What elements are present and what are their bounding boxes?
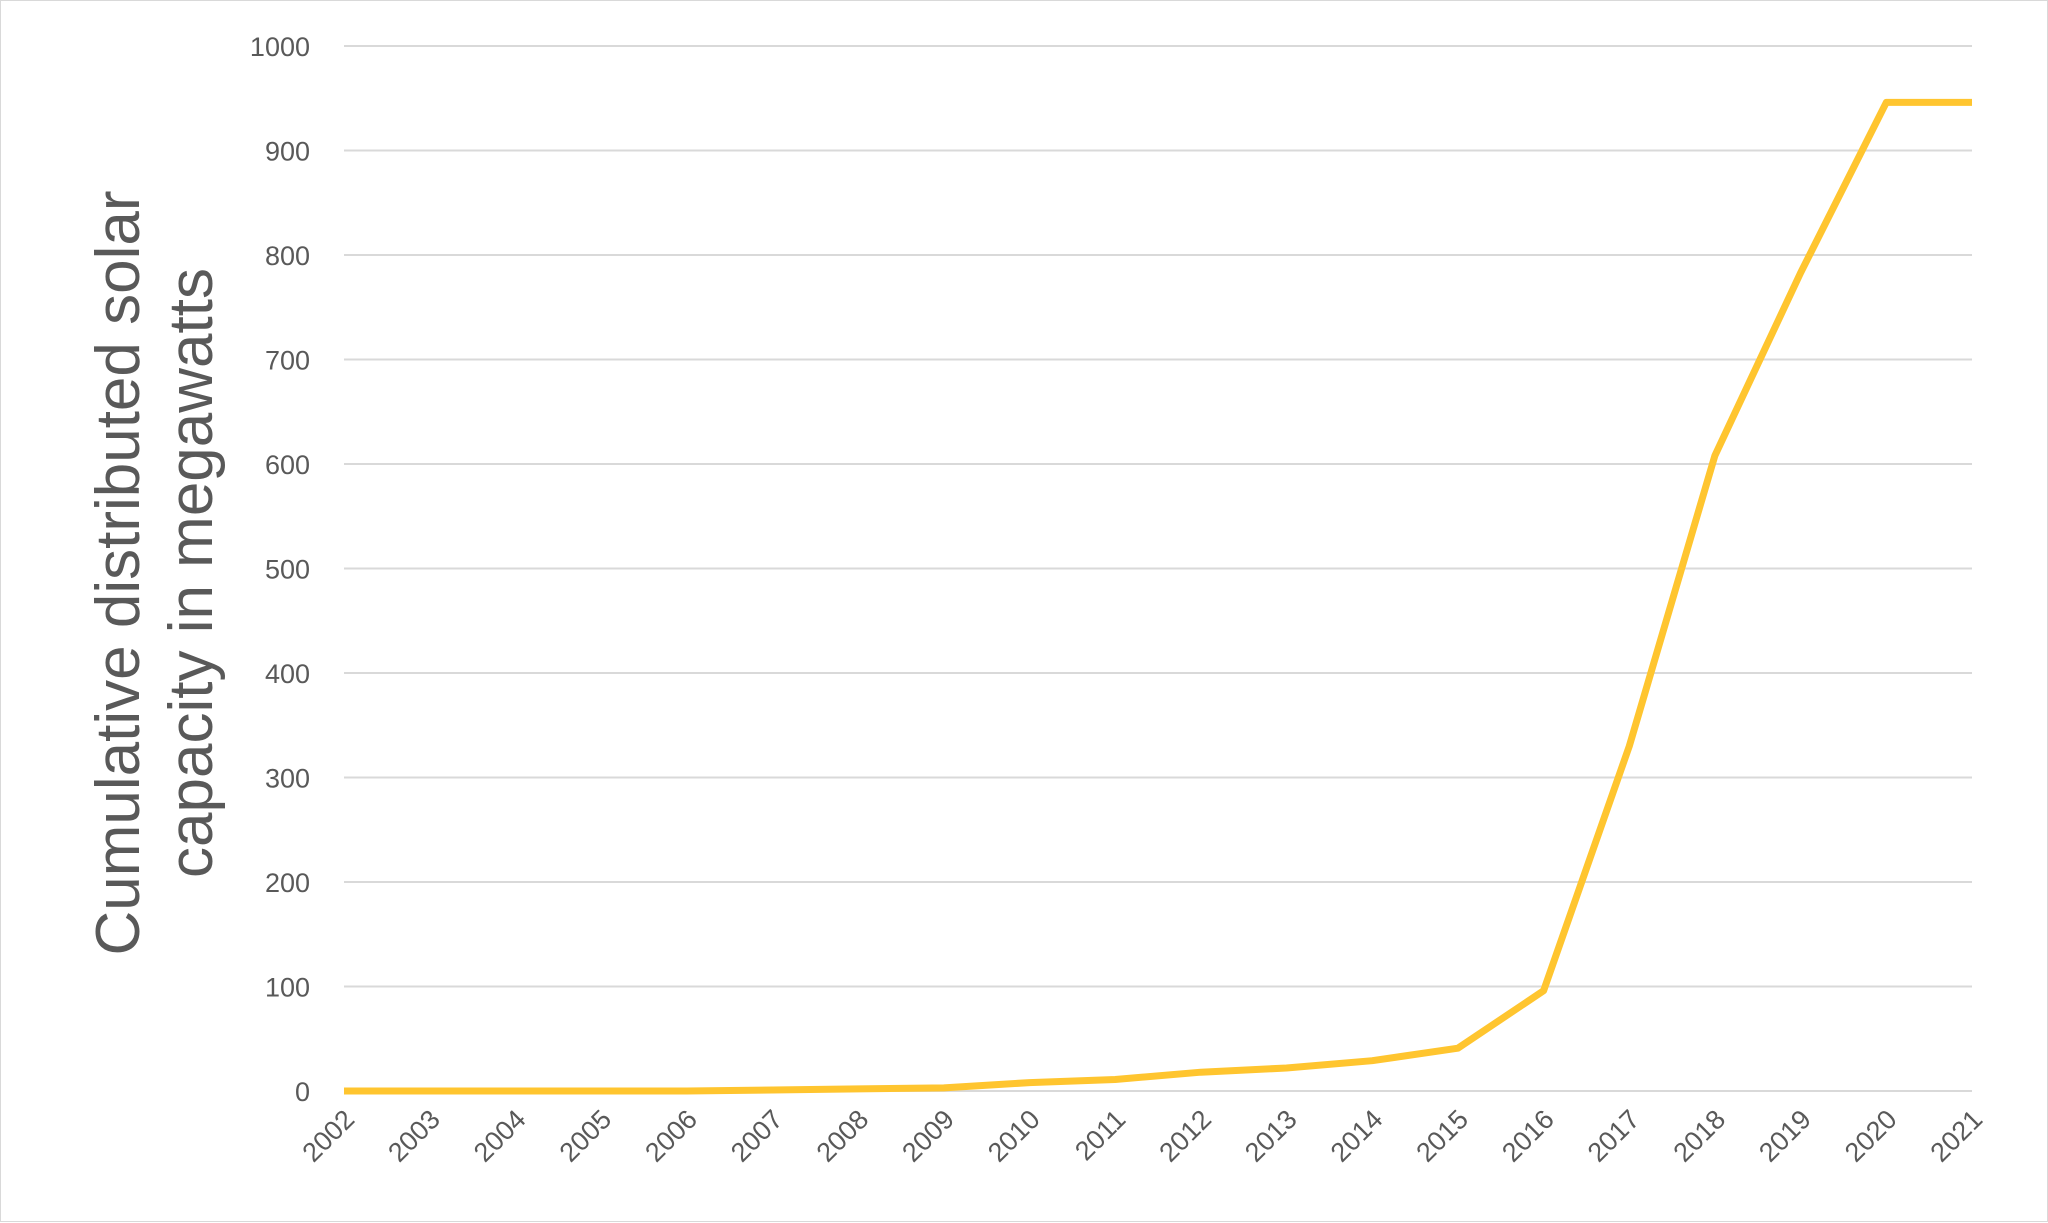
- y-axis-title: Cumulative distributed solar capacity in…: [84, 190, 226, 955]
- series-lines: [344, 98, 1972, 1095]
- y-axis-tick-labels: 0 100 200 300 400 500 600 700 800 900 1000: [250, 32, 310, 1107]
- y-tick-label-200: 200: [265, 868, 310, 898]
- y-tick-label-500: 500: [265, 555, 310, 585]
- y-tick-label-900: 900: [265, 137, 310, 167]
- x-tick-label-2014: 2014: [1325, 1104, 1389, 1168]
- x-tick-label-2019: 2019: [1753, 1104, 1817, 1168]
- x-tick-label-2017: 2017: [1582, 1104, 1646, 1168]
- x-tick-label-2016: 2016: [1496, 1104, 1560, 1168]
- x-tick-label-2012: 2012: [1153, 1104, 1217, 1168]
- y-tick-label-0: 0: [295, 1077, 310, 1107]
- x-tick-label-2003: 2003: [382, 1104, 446, 1168]
- x-axis-tick-labels: 2002 2003 2004 2005 2006 2007 2008 2009 2010 2011…: [297, 1104, 1989, 1168]
- x-tick-label-2009: 2009: [896, 1104, 960, 1168]
- y-tick-label-300: 300: [265, 764, 310, 794]
- x-tick-label-2004: 2004: [468, 1104, 532, 1168]
- x-tick-label-2011: 2011: [1069, 1104, 1131, 1166]
- x-tick-label-2005: 2005: [554, 1104, 618, 1168]
- y-tick-label-800: 800: [265, 241, 310, 271]
- y-tick-label-700: 700: [265, 346, 310, 376]
- series-line-0: [344, 98, 1972, 1095]
- y-tick-label-100: 100: [265, 973, 310, 1003]
- x-tick-label-2015: 2015: [1410, 1104, 1474, 1168]
- x-tick-label-2010: 2010: [982, 1104, 1046, 1168]
- gridlines: [344, 45, 1972, 1092]
- y-tick-label-600: 600: [265, 450, 310, 480]
- y-axis-title-line2: capacity in megawatts: [157, 268, 226, 878]
- x-tick-label-2007: 2007: [725, 1104, 789, 1168]
- x-tick-label-2020: 2020: [1839, 1104, 1903, 1168]
- x-tick-label-2002: 2002: [297, 1104, 361, 1168]
- x-tick-label-2006: 2006: [639, 1104, 703, 1168]
- x-tick-label-2018: 2018: [1667, 1104, 1731, 1168]
- x-tick-label-2008: 2008: [811, 1104, 875, 1168]
- x-tick-label-2013: 2013: [1239, 1104, 1303, 1168]
- y-tick-label-400: 400: [265, 659, 310, 689]
- y-tick-label-1000: 1000: [250, 32, 310, 62]
- y-axis-title-line1: Cumulative distributed solar: [84, 190, 153, 955]
- x-tick-label-2021: 2021: [1925, 1104, 1989, 1168]
